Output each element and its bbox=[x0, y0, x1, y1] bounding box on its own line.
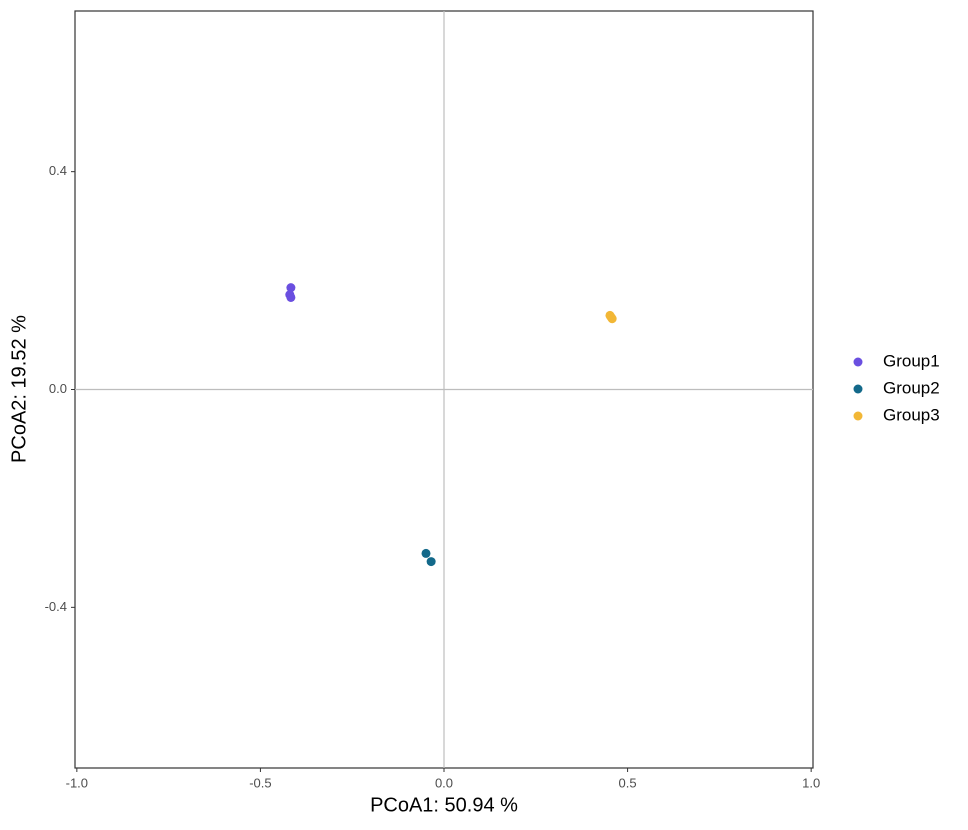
x-tick-label: -1.0 bbox=[66, 775, 88, 790]
legend-label: Group1 bbox=[883, 351, 940, 370]
y-tick-label: 0.0 bbox=[49, 381, 67, 396]
x-tick-label: 0.5 bbox=[619, 775, 637, 790]
legend-label: Group3 bbox=[883, 405, 940, 424]
legend-marker bbox=[853, 357, 863, 367]
point bbox=[606, 312, 616, 322]
point bbox=[421, 548, 431, 558]
legend-marker bbox=[853, 411, 863, 421]
y-tick-label: -0.4 bbox=[45, 599, 67, 614]
y-axis-title: PCoA2: 19.52 % bbox=[8, 315, 30, 463]
x-axis-title: PCoA1: 50.94 % bbox=[370, 794, 518, 816]
x-tick-label: 0.0 bbox=[435, 775, 453, 790]
x-tick-label: -0.5 bbox=[249, 775, 271, 790]
x-tick-label: 1.0 bbox=[802, 775, 820, 790]
point bbox=[286, 292, 296, 302]
point bbox=[286, 283, 296, 293]
point bbox=[426, 557, 436, 567]
legend-marker bbox=[853, 384, 863, 394]
y-tick-label: 0.4 bbox=[49, 163, 67, 178]
legend-label: Group2 bbox=[883, 378, 940, 397]
